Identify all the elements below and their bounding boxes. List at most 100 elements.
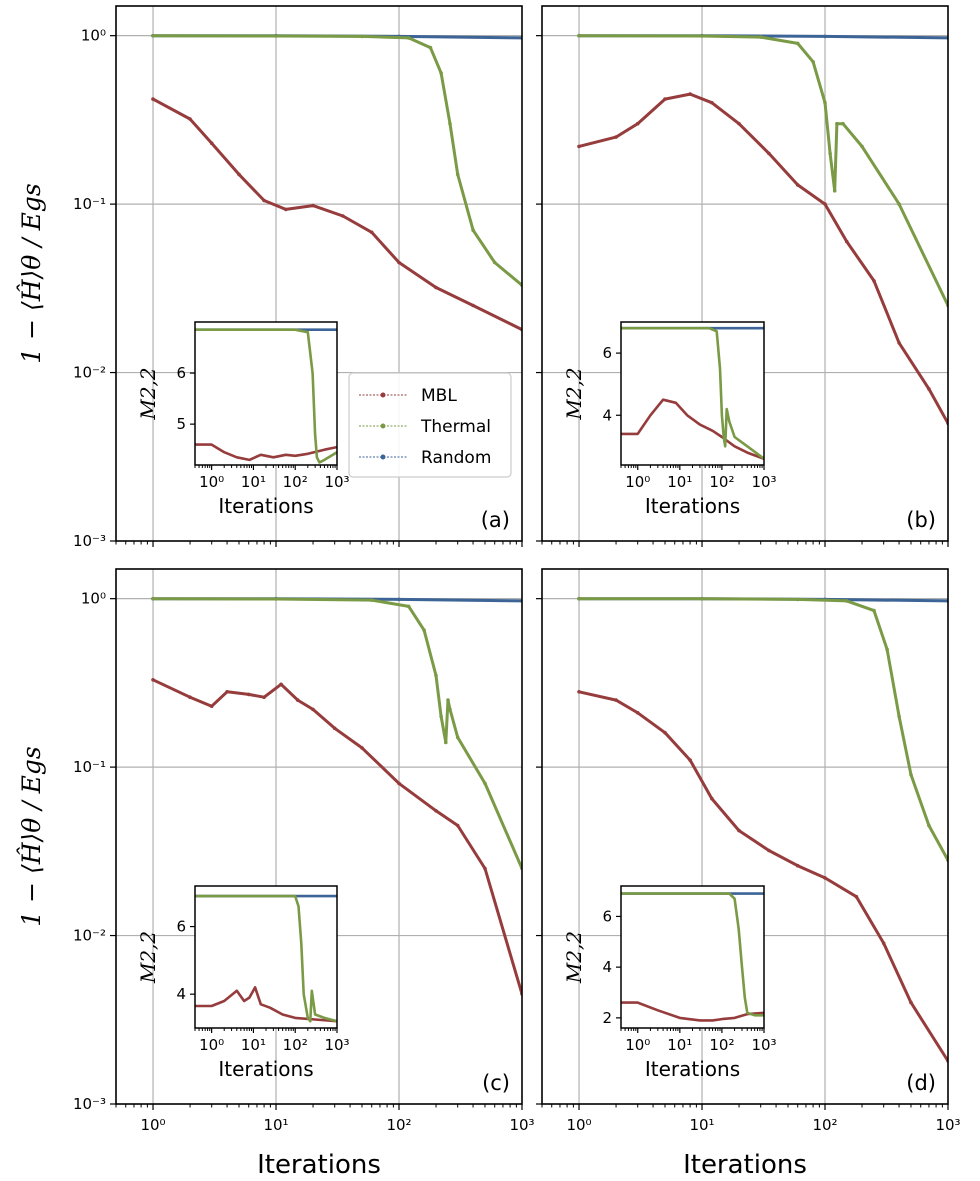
inset-frame xyxy=(620,885,765,1029)
data-point-mbl xyxy=(823,202,827,206)
data-point-thermal xyxy=(274,597,278,601)
data-point-mbl xyxy=(262,198,266,203)
data-point-mbl xyxy=(225,690,229,694)
data-point-thermal xyxy=(274,34,278,38)
data-point-thermal xyxy=(471,228,475,232)
data-point-mbl xyxy=(710,100,714,105)
inset-y-axis-label: M2,2 xyxy=(562,931,586,984)
data-point-mbl xyxy=(209,704,214,708)
data-point-mbl xyxy=(332,726,337,731)
inset-x-tick-label: 10³ xyxy=(324,473,349,491)
inset-y-axis-label: M2,2 xyxy=(136,367,160,420)
data-point-thermal xyxy=(909,773,913,777)
inset-frame xyxy=(620,321,765,466)
data-point-mbl xyxy=(341,214,345,218)
y-tick-label: 10⁰ xyxy=(81,590,106,608)
data-point-thermal xyxy=(406,36,411,40)
inset-x-tick-label: 10² xyxy=(709,473,734,491)
data-point-thermal xyxy=(577,33,581,38)
inset-x-tick-label: 10⁰ xyxy=(199,473,224,491)
data-point-mbl xyxy=(663,97,667,101)
inset-x-tick-label: 10² xyxy=(709,1036,734,1054)
x-tick-label: 10² xyxy=(386,1116,411,1134)
panel-b: (b) 10⁰ 10¹ 10² 10³ 4 6 Iterations M2,2 xyxy=(536,5,949,547)
data-point-thermal xyxy=(434,673,438,678)
data-point-mbl xyxy=(614,698,618,702)
data-point-mbl xyxy=(188,117,192,121)
series-line-thermal xyxy=(152,597,522,870)
inset-y-tick-label: 6 xyxy=(602,344,612,362)
data-point-mbl xyxy=(854,894,859,899)
y-tick-label: 10⁻² xyxy=(73,927,106,945)
inset-frame xyxy=(194,885,338,1029)
series-line-mbl xyxy=(195,443,337,462)
inset-x-tick-label: 10⁰ xyxy=(199,1036,224,1054)
data-point-mbl xyxy=(663,730,667,735)
inset-y-tick-label: 4 xyxy=(602,406,612,424)
data-point-mbl xyxy=(188,695,192,699)
data-point-mbl xyxy=(311,707,315,712)
series-line-thermal xyxy=(578,597,948,861)
panel-frame xyxy=(115,5,523,542)
inset-x-tick-label: 10³ xyxy=(751,473,776,491)
data-point-thermal xyxy=(841,121,845,126)
data-point-thermal xyxy=(448,707,452,712)
inset-x-tick-label: 10¹ xyxy=(241,473,266,491)
data-point-mbl xyxy=(237,172,241,177)
data-point-random xyxy=(823,34,827,39)
legend-marker-mbl xyxy=(380,392,386,398)
data-point-thermal xyxy=(406,604,411,609)
series-line-mbl xyxy=(578,690,948,1062)
panel-label: (d) xyxy=(906,1071,936,1095)
data-point-thermal xyxy=(823,100,827,105)
data-point-thermal xyxy=(927,823,931,828)
panel-frame xyxy=(115,568,523,1105)
data-point-mbl xyxy=(688,92,692,96)
data-point-thermal xyxy=(428,45,433,50)
y-tick-label: 10⁻¹ xyxy=(73,195,106,213)
data-point-thermal xyxy=(448,121,452,126)
data-point-thermal xyxy=(872,608,876,613)
data-point-thermal xyxy=(444,740,448,745)
data-point-thermal xyxy=(492,260,497,265)
legend-label: Thermal xyxy=(420,417,491,437)
inset-x-axis-label: Iterations xyxy=(645,1057,740,1081)
data-point-thermal xyxy=(151,33,155,38)
data-point-thermal xyxy=(483,781,487,786)
legend-label: Random xyxy=(421,448,491,468)
data-point-mbl xyxy=(872,279,876,283)
y-tick-label: 10⁻³ xyxy=(73,532,106,550)
data-point-thermal xyxy=(446,698,450,702)
data-point-mbl xyxy=(471,303,475,308)
legend-marker-thermal xyxy=(380,423,386,429)
inset-y-tick-label: 4 xyxy=(176,985,186,1003)
data-point-mbl xyxy=(151,678,155,682)
data-point-thermal xyxy=(835,121,839,126)
data-point-mbl xyxy=(795,863,800,868)
panel-d: 10⁰ 10¹ 10² 10³ Iterations (d) 10⁰ 10¹ 10² 10³ 2 4 6… xyxy=(536,568,961,1180)
panel-frame xyxy=(541,5,949,542)
series-line-mbl xyxy=(195,986,337,1023)
series-line-mbl xyxy=(621,398,764,461)
inset-frame xyxy=(194,321,338,466)
x-tick-label: 10⁰ xyxy=(140,1116,165,1134)
series-line-thermal xyxy=(195,894,337,1023)
data-point-thermal xyxy=(811,60,815,64)
y-tick-label: 10⁻¹ xyxy=(73,758,106,776)
inset-x-tick-label: 10¹ xyxy=(241,1036,266,1054)
data-point-thermal xyxy=(897,202,901,206)
legend-label: MBL xyxy=(421,386,457,406)
data-point-mbl xyxy=(455,823,460,828)
data-point-thermal xyxy=(151,596,155,601)
series-line-thermal xyxy=(152,34,522,287)
series-line-thermal xyxy=(195,328,337,464)
data-point-mbl xyxy=(434,809,438,813)
inset-x-axis-label: Iterations xyxy=(218,494,313,518)
inset-y-tick-label: 5 xyxy=(176,415,186,433)
x-tick-label: 10² xyxy=(812,1116,837,1134)
data-point-mbl xyxy=(577,144,581,149)
legend-marker-random xyxy=(380,454,386,460)
x-tick-label: 10³ xyxy=(935,1116,960,1134)
